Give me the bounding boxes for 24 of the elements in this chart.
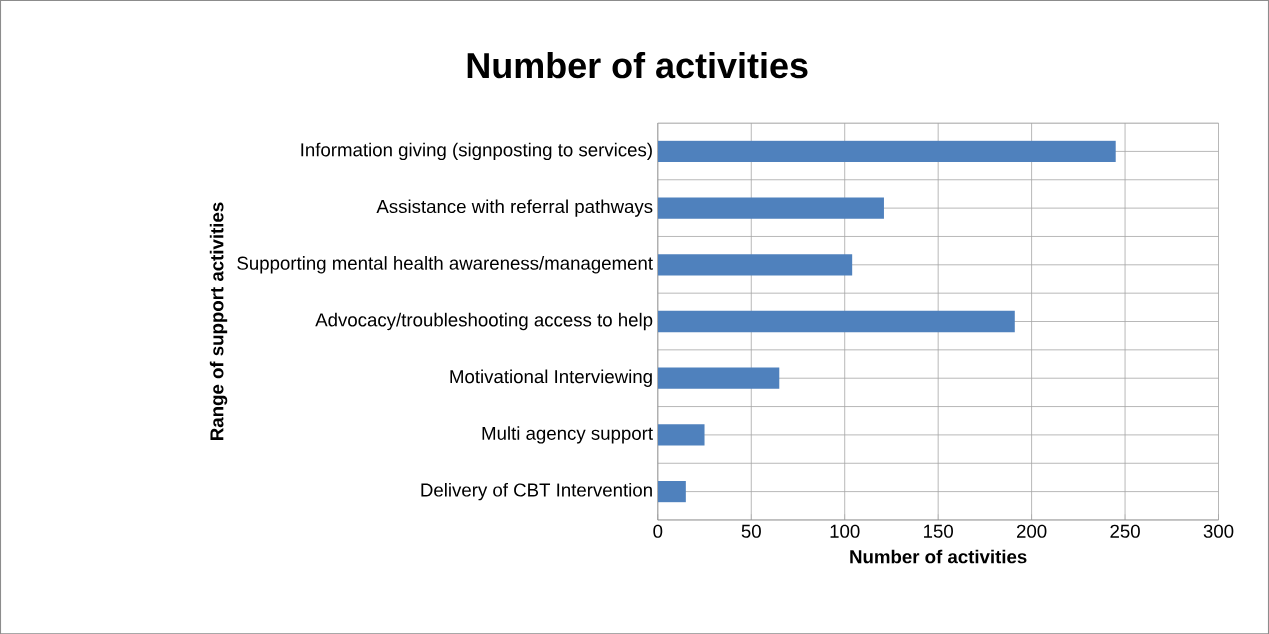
x-tick-label: 250 (1110, 524, 1140, 538)
x-tick-label: 50 (741, 524, 761, 538)
chart-title: Number of activities (467, 51, 808, 79)
bar (657, 424, 705, 446)
y-tick-label: Assistance with referral pathways (376, 199, 653, 217)
x-tick-label: 150 (924, 524, 953, 538)
y-axis-title: Range of support activities (209, 202, 228, 440)
bar (657, 367, 780, 389)
y-tick-label: Supporting mental health awareness/management (237, 255, 653, 274)
y-tick-label: Delivery of CBT Intervention (421, 482, 652, 501)
x-tick-label: 0 (653, 524, 663, 538)
bar (657, 140, 1116, 162)
y-tick-label: Information giving (signposting to services) (301, 142, 652, 160)
bar (657, 197, 884, 219)
bar (657, 480, 686, 503)
x-axis-title: Number of activities (850, 549, 1027, 564)
x-tick-label: 100 (830, 524, 860, 538)
y-tick-label: Multi agency support (482, 426, 653, 444)
y-tick-label: Motivational Interviewing (450, 369, 652, 387)
bar (657, 253, 853, 276)
x-tick-label: 200 (1016, 524, 1047, 538)
y-tick-label: Advocacy/troubleshooting access to help (315, 312, 653, 331)
x-tick-label: 300 (1203, 524, 1234, 538)
bar (657, 310, 1015, 332)
